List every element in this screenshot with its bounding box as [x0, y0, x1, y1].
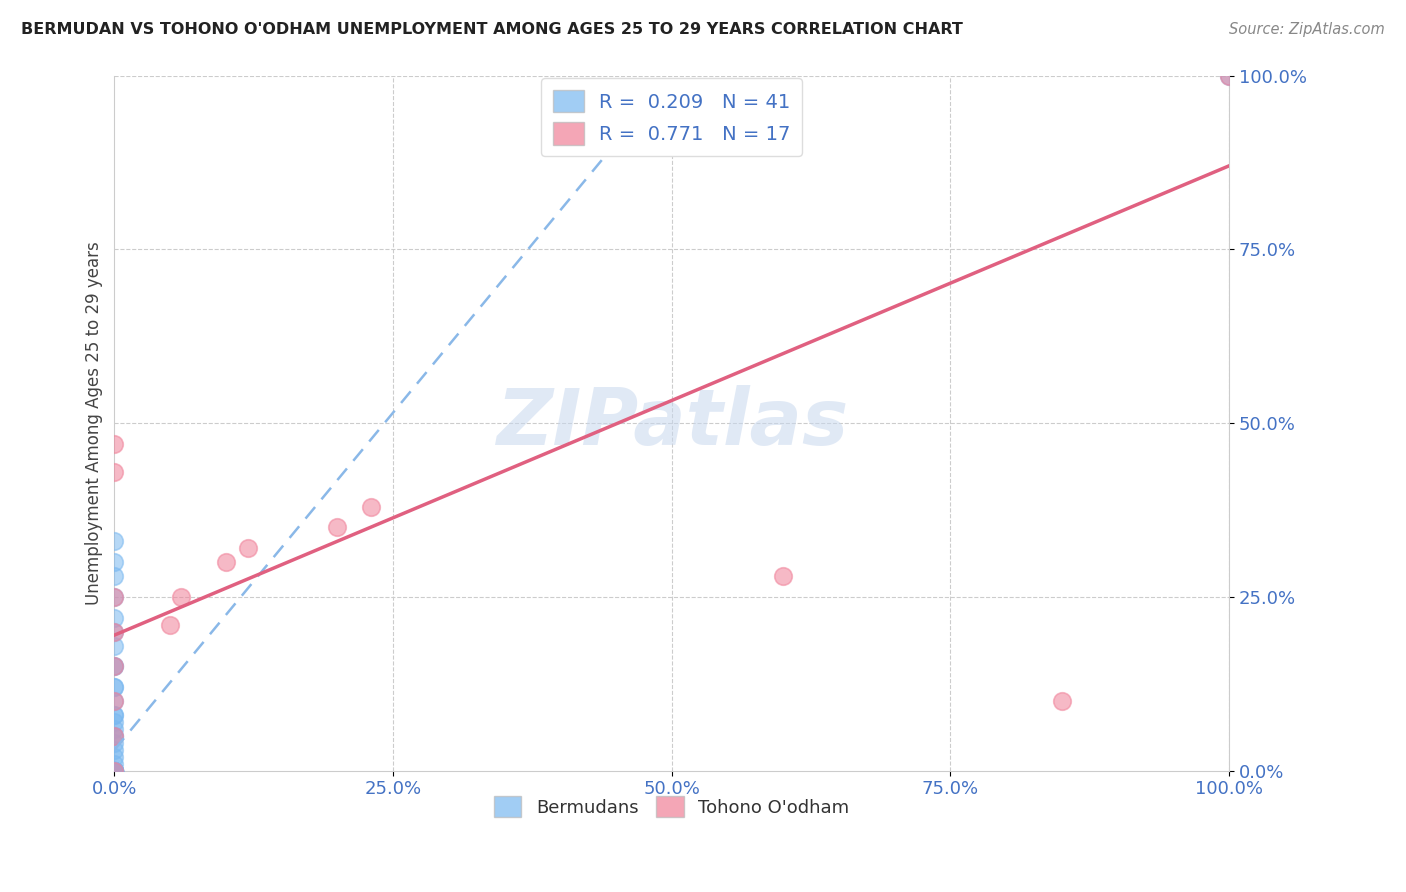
Point — [103, 764, 125, 778]
Point — [103, 764, 125, 778]
Point — [103, 764, 125, 778]
Point — [103, 555, 125, 569]
Point — [1218, 69, 1240, 83]
Point — [1050, 694, 1073, 708]
Point — [103, 590, 125, 604]
Point — [103, 659, 125, 673]
Point — [103, 659, 125, 673]
Y-axis label: Unemployment Among Ages 25 to 29 years: Unemployment Among Ages 25 to 29 years — [86, 241, 103, 605]
Point — [103, 764, 125, 778]
Point — [103, 659, 125, 673]
Point — [103, 749, 125, 764]
Text: ZIPatlas: ZIPatlas — [495, 385, 848, 461]
Point — [103, 764, 125, 778]
Point — [103, 694, 125, 708]
Point — [103, 639, 125, 653]
Point — [103, 764, 125, 778]
Text: Source: ZipAtlas.com: Source: ZipAtlas.com — [1229, 22, 1385, 37]
Point — [103, 764, 125, 778]
Point — [103, 764, 125, 778]
Point — [103, 764, 125, 778]
Point — [103, 764, 125, 778]
Point — [103, 729, 125, 743]
Point — [103, 708, 125, 723]
Legend: Bermudans, Tohono O'odham: Bermudans, Tohono O'odham — [486, 789, 856, 824]
Point — [159, 617, 181, 632]
Text: BERMUDAN VS TOHONO O'ODHAM UNEMPLOYMENT AMONG AGES 25 TO 29 YEARS CORRELATION CH: BERMUDAN VS TOHONO O'ODHAM UNEMPLOYMENT … — [21, 22, 963, 37]
Point — [103, 743, 125, 757]
Point — [103, 569, 125, 583]
Point — [103, 764, 125, 778]
Point — [1218, 69, 1240, 83]
Point — [103, 624, 125, 639]
Point — [103, 764, 125, 778]
Point — [103, 764, 125, 778]
Point — [103, 722, 125, 736]
Point — [215, 555, 238, 569]
Point — [360, 500, 382, 514]
Point — [103, 714, 125, 729]
Point — [103, 708, 125, 723]
Point — [326, 520, 349, 534]
Point — [103, 680, 125, 694]
Point — [772, 569, 794, 583]
Point — [103, 680, 125, 694]
Point — [103, 756, 125, 771]
Point — [103, 764, 125, 778]
Point — [103, 764, 125, 778]
Point — [103, 694, 125, 708]
Point — [103, 764, 125, 778]
Point — [103, 729, 125, 743]
Point — [103, 624, 125, 639]
Point — [170, 590, 193, 604]
Point — [103, 534, 125, 549]
Point — [103, 729, 125, 743]
Point — [103, 590, 125, 604]
Point — [103, 764, 125, 778]
Point — [236, 541, 259, 556]
Point — [103, 611, 125, 625]
Point — [103, 736, 125, 750]
Point — [103, 437, 125, 451]
Point — [103, 764, 125, 778]
Point — [103, 465, 125, 479]
Point — [103, 764, 125, 778]
